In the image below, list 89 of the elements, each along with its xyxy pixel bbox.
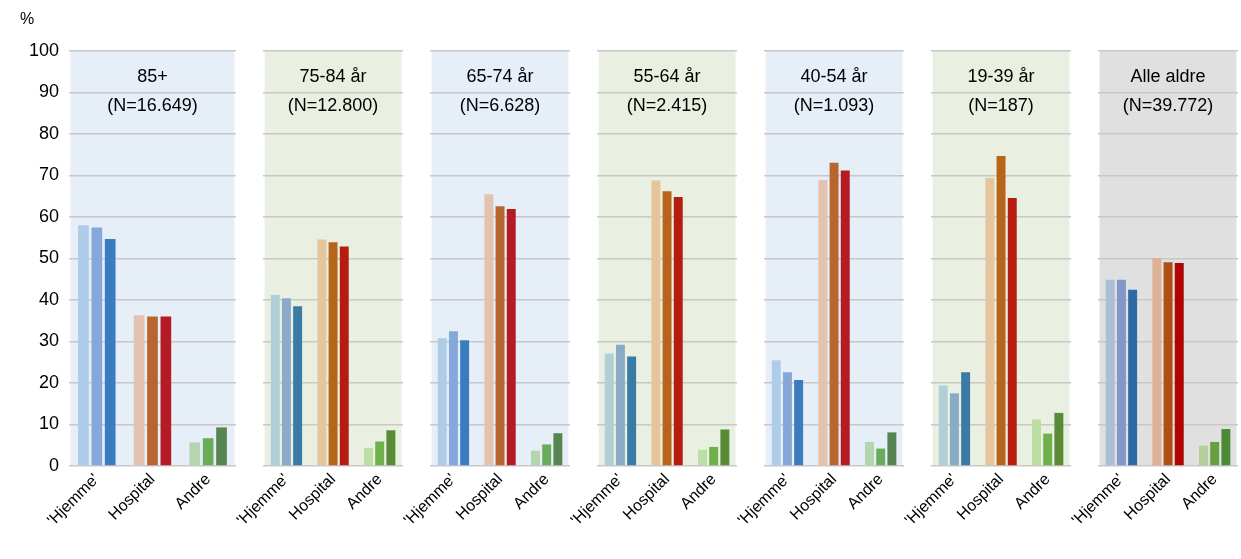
bar: [339, 246, 349, 466]
y-tick-label: 0: [48, 454, 59, 475]
bar: [1163, 262, 1173, 466]
bar: [771, 360, 781, 466]
bar: [938, 385, 948, 466]
y-tick-label: 20: [38, 371, 59, 392]
bar: [216, 427, 227, 466]
y-tick-label: 10: [38, 413, 59, 434]
text: (N=187): [968, 94, 1034, 115]
bar: [281, 298, 291, 466]
bar: [698, 449, 707, 466]
bar: [627, 356, 637, 466]
text: 75-84 år: [299, 65, 367, 86]
bar: [189, 442, 201, 466]
text: (N=6.628): [459, 94, 541, 115]
bar: [794, 380, 804, 466]
y-tick-label: 90: [38, 81, 59, 102]
text: (N=2.415): [626, 94, 708, 115]
bar: [91, 227, 103, 466]
y-tick-label: 80: [38, 122, 59, 143]
bar: [662, 191, 672, 466]
bar: [147, 316, 158, 466]
bar: [202, 438, 214, 466]
text: 55-64 år: [633, 65, 701, 86]
bar: [1054, 412, 1064, 466]
y-tick-label: 60: [38, 205, 59, 226]
bar: [720, 429, 730, 466]
y-tick-label: 50: [38, 247, 59, 268]
bar: [484, 194, 494, 466]
bar: [448, 331, 458, 466]
bar: [270, 295, 280, 466]
bar: [782, 372, 792, 466]
bar: [829, 162, 839, 466]
bar: [1105, 279, 1115, 466]
bar: [1174, 263, 1184, 466]
bar: [949, 393, 959, 466]
bar: [437, 338, 447, 466]
bar: [1128, 289, 1138, 466]
bar: [317, 239, 327, 466]
bar: [1032, 419, 1041, 466]
bar: [531, 450, 540, 466]
bar: [876, 448, 886, 466]
text: Alle aldre: [1130, 65, 1206, 86]
bar: [996, 156, 1006, 466]
bar: [615, 344, 625, 466]
bar: [133, 315, 145, 466]
text: (N=39.772): [1122, 94, 1214, 115]
bar: [1210, 441, 1220, 466]
bar: [364, 448, 373, 466]
text: 85+: [137, 65, 168, 86]
text: 40-54 år: [800, 65, 868, 86]
bar: [604, 353, 614, 466]
text: (N=1.093): [793, 94, 875, 115]
bar: [1043, 433, 1053, 466]
bar: [495, 206, 505, 466]
bar: [651, 180, 661, 466]
bar: [542, 444, 552, 466]
bar: [375, 441, 385, 466]
bar: [709, 446, 719, 466]
y-tick-label: 100: [28, 39, 59, 60]
y-axis-title: %: [19, 10, 35, 28]
bar: [293, 306, 303, 466]
bar: [553, 433, 563, 466]
bar: [840, 170, 850, 466]
bar: [673, 197, 683, 466]
bar: [1007, 197, 1017, 466]
bar: [460, 340, 470, 466]
bar: [506, 209, 516, 466]
text: 19-39 år: [967, 65, 1035, 86]
bar: [1152, 258, 1162, 466]
bar: [160, 316, 172, 466]
y-tick-label: 30: [38, 330, 59, 351]
bar: [1221, 429, 1231, 466]
bar: [1199, 445, 1208, 466]
bar: [961, 372, 971, 466]
text: (N=16.649): [107, 94, 198, 115]
y-tick-label: 70: [38, 164, 59, 185]
bar: [1116, 279, 1126, 466]
bar: [328, 242, 338, 466]
bar: [78, 225, 89, 466]
y-tick-label: 40: [38, 288, 59, 309]
text: (N=12.800): [287, 94, 379, 115]
bar: [865, 441, 874, 466]
bar: [386, 430, 396, 466]
bar: [985, 177, 995, 466]
bar: [818, 180, 828, 466]
bar: [887, 432, 897, 466]
text: 65-74 år: [466, 65, 534, 86]
bar: [104, 239, 116, 466]
